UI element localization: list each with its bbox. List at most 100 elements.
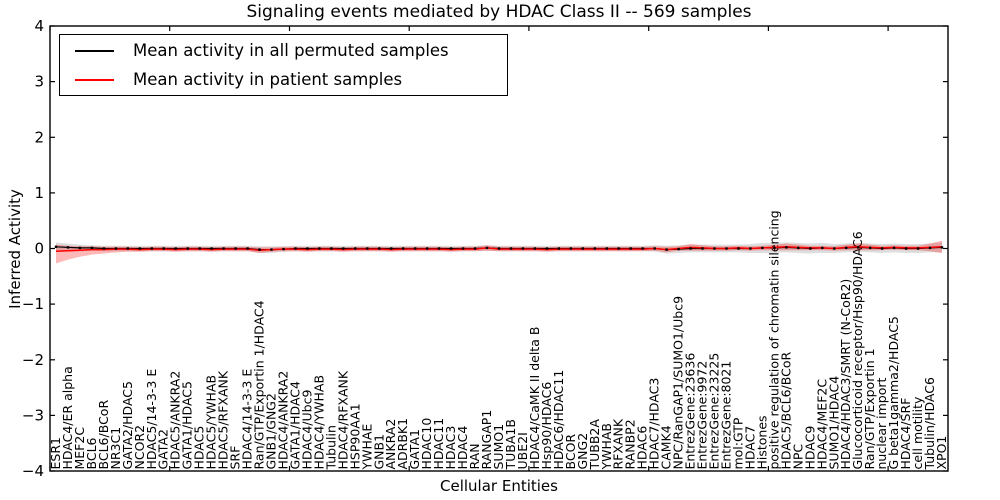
x-axis-tick-label: NR3C1 [108,427,123,470]
patient-band [56,240,942,264]
line-marker [437,247,441,250]
x-axis-tick-label: HDAC4/MEF2C [814,379,829,470]
line-marker [270,248,273,251]
line-marker [509,247,513,250]
x-axis-tick-label: positive regulation of chromatin silenci… [766,210,781,469]
x-axis-tick-label: HDAC4/ER alpha [60,366,75,469]
line-marker [294,247,297,250]
x-axis-tick-label: CAMK4 [659,425,674,469]
y-axis-tick-label: −3 [22,406,44,424]
x-axis-tick-label: YWHAB [599,423,614,471]
line-marker [54,245,58,248]
x-axis-tick-label: HDAC5 [192,426,207,470]
line-marker [665,248,668,251]
x-axis-tick-label: HDAC4/CaMK II delta B [527,327,542,470]
x-axis-tick-label: HDAC5/14-3-3 E [144,369,159,470]
legend-label: Mean activity in all permuted samples [133,41,449,60]
line-marker [426,247,429,250]
x-axis-tick-label: HDAC4/ANKRA2 [275,371,290,470]
x-axis-tick-label: ANKRA2 [383,419,398,470]
x-axis-tick-label: SUMO1/HDAC4 [826,376,841,470]
x-axis-tick-label: GNB1/GNG2 [264,393,279,469]
x-axis-tick-label: HDAC7/HDAC3 [647,378,662,470]
x-axis-tick-label: mol:GTP [730,417,745,469]
line-marker [210,247,213,250]
line-marker [617,247,620,250]
x-axis-tick-label: Tubulin [323,425,338,470]
x-axis-tick-label: EntrezGene:23636 [683,353,698,470]
x-axis-tick-label: HDAC4 [455,426,470,470]
line-marker [378,247,381,250]
line-marker [581,247,584,250]
x-axis-tick-label: HDAC5/ANKRA2 [168,371,183,470]
x-axis-tick-label: HDAC4/14-3-3 E [240,369,255,470]
x-axis-tick-label: NPC/RanGAP1/SUMO1/Ubc9 [671,296,686,470]
x-axis-tick-label: GATA1/HDAC4 [287,381,302,470]
line-marker [689,247,692,250]
y-axis-tick-label: −4 [22,462,44,480]
legend-entry-permuted: Mean activity in all permuted samples [60,36,507,65]
x-axis-tick-label: HDAC5/YWHAB [204,375,219,470]
x-axis-tick-label: G beta1gamma2/HDAC5 [886,316,901,469]
x-axis-tick-label: Histones [754,415,769,469]
line-marker [569,247,572,250]
line-marker [186,247,189,250]
x-axis-tick-label: ADRBK1 [395,418,410,470]
line-marker [713,247,716,250]
x-axis-tick-label: SUMO1 [491,424,506,470]
x-axis-tick-label: TUBA1B [503,419,518,470]
x-axis-tick-label: Glucocorticoid receptor/Hsp90/HDAC6 [850,231,865,469]
line-marker [282,247,285,251]
line-marker [928,246,932,250]
x-axis-tick-label: UBE2I [515,432,530,469]
line-marker [880,247,884,250]
patient-line-swatch [75,78,114,81]
x-axis-tick-label: HDAC10 [419,418,434,470]
x-axis-tick-label: TUBB2A [587,419,602,471]
line-marker [222,247,225,250]
line-marker [366,247,369,250]
line-marker [845,246,848,250]
x-axis-tick-label: SRF [228,446,243,470]
line-marker [473,247,477,250]
x-axis-tick-label: GNG2 [575,433,590,470]
x-axis-tick-label: RAN [467,443,482,469]
line-marker [797,246,800,250]
line-marker [641,247,644,250]
x-axis-tick-label: Tubulin/HDAC6 [922,377,937,470]
line-marker [857,246,860,249]
line-marker [78,246,82,250]
x-axis-tick-label: GATA2/HDAC5 [120,381,135,469]
x-axis-tick-label: GATA1 [407,429,422,469]
line-marker [677,247,680,251]
line-marker [342,247,345,250]
line-marker [761,246,764,250]
line-marker [234,247,237,250]
line-marker [593,247,596,250]
x-axis-title: Cellular Entities [440,477,558,495]
x-axis-tick-label: YWHAE [359,424,374,471]
line-marker [402,247,405,250]
x-axis-tick-label: BCL6 [84,437,99,469]
x-axis-tick-label: HSP90AA1 [347,403,362,469]
legend: Mean activity in all permuted samples Me… [59,34,508,96]
x-axis-tick-label: XPO1 [934,436,949,470]
x-axis-tick-label: HDAC4/YWHAB [311,375,326,470]
x-axis-tick-label: RANGAP1 [479,410,494,470]
line-marker [940,246,944,249]
line-marker [545,247,549,250]
y-axis-tick-label: 4 [34,17,44,35]
line-marker [533,247,537,250]
line-marker [605,247,608,250]
x-axis-tick-label: HDAC6/HDAC11 [551,370,566,470]
x-axis-tick-label: HDAC9 [802,426,817,470]
x-axis-tick-label: HDAC5/RFXANK [216,370,231,469]
x-axis-tick-label: nuclear import [874,377,889,469]
line-marker [497,247,501,250]
line-marker [653,247,656,250]
x-axis-tick-label: EntrezGene:8021 [718,361,733,470]
x-axis-tick-label: EntrezGene:23225 [707,353,722,470]
permuted-line-swatch [75,49,114,52]
x-axis-tick-label: cell motility [910,396,925,470]
